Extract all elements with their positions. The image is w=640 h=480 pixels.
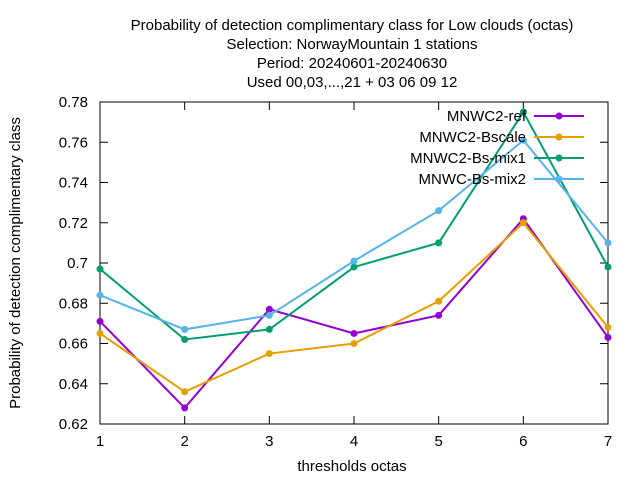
y-tick-label: 0.7 xyxy=(67,255,88,272)
x-tick-label: 4 xyxy=(350,433,358,450)
title-line: Selection: NorwayMountain 1 stations xyxy=(227,36,478,53)
chart-title: Probability of detection complimentary c… xyxy=(131,17,574,91)
y-tick-label: 0.78 xyxy=(59,94,88,111)
x-tick-label: 1 xyxy=(96,433,104,450)
data-point xyxy=(181,335,189,343)
y-tick-label: 0.74 xyxy=(59,175,88,192)
series-line-mnwc2-ref xyxy=(99,217,609,410)
x-axis: 1 2 3 4 5 6 7 xyxy=(96,102,612,450)
data-point xyxy=(435,239,443,247)
legend-label: MNWC2-Bs-mix1 xyxy=(410,150,526,167)
x-tick-label: 7 xyxy=(604,433,612,450)
legend-label: MNWC2-Bscale xyxy=(419,129,526,146)
data-point xyxy=(519,136,527,144)
title-line: Used 00,03,...,21 + 03 06 09 12 xyxy=(247,74,458,91)
y-tick-label: 0.66 xyxy=(59,336,88,353)
data-point xyxy=(604,263,612,271)
title-line: Probability of detection complimentary c… xyxy=(131,17,574,34)
data-point xyxy=(96,291,104,299)
legend-label: MNWC-Bs-mix2 xyxy=(419,171,526,188)
data-point xyxy=(181,388,189,396)
data-point xyxy=(604,333,612,341)
series-lines xyxy=(96,108,612,412)
title-line: Period: 20240601-20240630 xyxy=(257,55,447,72)
data-point xyxy=(265,350,273,358)
data-point xyxy=(181,325,189,333)
legend-marker xyxy=(555,112,563,120)
y-tick-label: 0.62 xyxy=(59,416,88,433)
data-point xyxy=(350,257,358,265)
data-point xyxy=(265,325,273,333)
data-point xyxy=(265,311,273,319)
data-point xyxy=(96,317,104,325)
legend-marker xyxy=(555,154,563,162)
x-tick-label: 3 xyxy=(265,433,273,450)
series-line-mnwc2-bscale xyxy=(99,221,609,393)
x-tick-label: 6 xyxy=(519,433,527,450)
y-axis: 0.62 0.64 0.66 0.68 0.7 0.72 0.74 0.76 0.78 xyxy=(59,94,608,433)
data-point xyxy=(435,311,443,319)
y-tick-label: 0.76 xyxy=(59,134,88,151)
data-point xyxy=(96,329,104,337)
x-axis-label: thresholds octas xyxy=(297,458,406,475)
legend-label: MNWC2-ref xyxy=(447,108,527,125)
legend-marker xyxy=(555,133,563,141)
y-tick-label: 0.72 xyxy=(59,215,88,232)
data-point xyxy=(350,340,358,347)
series-line-mnwc2-bs-mix1 xyxy=(99,110,609,341)
data-point xyxy=(435,207,443,215)
x-tick-label: 2 xyxy=(180,433,188,450)
data-point xyxy=(604,323,612,331)
legend: MNWC2-ref MNWC2-Bscale MNWC2-Bs-mix1 MNWC-B… xyxy=(410,108,584,188)
series-line-mnwc-bs-mix2 xyxy=(99,138,609,331)
data-point xyxy=(350,263,358,271)
data-point xyxy=(265,305,273,313)
data-point xyxy=(519,108,527,116)
data-point xyxy=(350,329,358,337)
data-point xyxy=(519,219,527,227)
y-tick-label: 0.64 xyxy=(59,376,88,393)
legend-marker xyxy=(555,175,563,183)
x-tick-label: 5 xyxy=(434,433,442,450)
y-axis-label: Probability of detection complimentary c… xyxy=(7,117,24,409)
data-point xyxy=(181,404,189,412)
y-tick-label: 0.68 xyxy=(59,295,88,312)
data-point xyxy=(96,265,104,273)
data-point xyxy=(435,297,443,305)
data-point xyxy=(604,239,612,247)
